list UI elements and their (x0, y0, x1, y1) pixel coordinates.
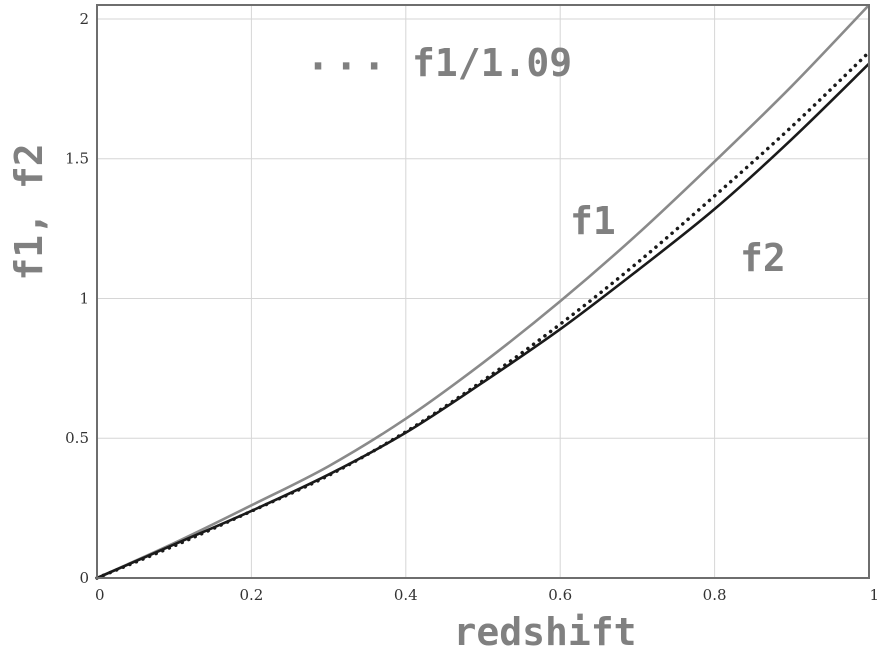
x-axis-title: redshift (453, 610, 636, 649)
grid (97, 5, 869, 578)
x-tick-labels: 0 0.2 0.4 0.6 0.8 1 (95, 586, 879, 604)
x-tick-label-1: 0.2 (239, 586, 263, 604)
series-line-f1 (96, 4, 870, 580)
f1-label: f1 (570, 199, 616, 243)
y-tick-labels: 0 0.5 1 1.5 2 (65, 10, 89, 587)
series-layer (95, 4, 871, 580)
y-tick-label-3: 1.5 (65, 150, 89, 168)
y-axis-title: f1, f2 (7, 143, 51, 280)
x-tick-label-5: 1 (869, 586, 879, 604)
f2-label: f2 (740, 236, 786, 280)
x-tick-label-0: 0 (95, 586, 105, 604)
series-line-f1-1-09 (95, 50, 871, 580)
x-tick-label-3: 0.6 (548, 586, 572, 604)
legend-label: f1/1.09 (412, 41, 572, 85)
legend-dots: ··· (306, 44, 390, 90)
y-tick-label-4: 2 (79, 10, 89, 28)
x-tick-label-4: 0.8 (703, 586, 727, 604)
x-tick-label-2: 0.4 (394, 586, 418, 604)
y-tick-label-2: 1 (79, 289, 89, 307)
y-tick-label-0: 0 (79, 569, 89, 587)
plot-frame (96, 4, 870, 579)
y-tick-label-1: 0.5 (65, 429, 89, 447)
series-line-f2 (96, 62, 870, 580)
